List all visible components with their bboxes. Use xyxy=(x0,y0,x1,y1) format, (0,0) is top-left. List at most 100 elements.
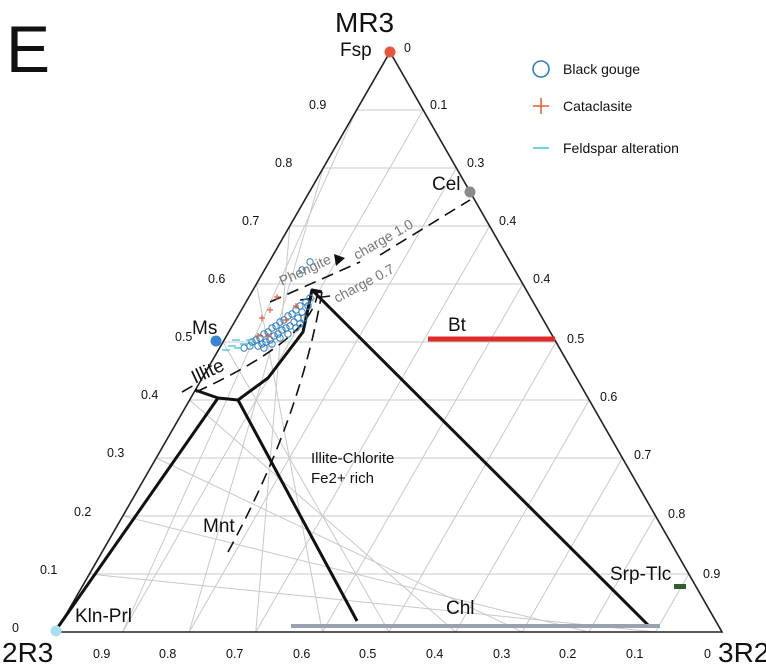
label-cel: Cel xyxy=(432,174,461,195)
grid-line xyxy=(255,225,491,633)
grid-line xyxy=(455,399,590,633)
black-gouge-point xyxy=(248,338,256,346)
black-gouge-point xyxy=(272,322,280,330)
black-gouge-point xyxy=(266,336,274,344)
label-illite-chlorite: Illite-Chlorite xyxy=(311,450,394,467)
serpentine-talc-marker xyxy=(674,584,686,589)
phengite-arrow-dashes xyxy=(269,261,361,303)
tick-right-4: 0.4 xyxy=(533,272,550,286)
tick-bottom-4: 0.5 xyxy=(359,647,376,661)
legend-label-black-gouge: Black gouge xyxy=(563,61,640,77)
black-gouge-point xyxy=(292,324,300,332)
black-gouge-point xyxy=(288,310,296,318)
black-gouge-point xyxy=(286,322,294,330)
black-gouge-point xyxy=(298,308,306,316)
chlorite-upper-boundary xyxy=(310,288,650,627)
vertex-label-top: MR3 xyxy=(335,7,394,38)
black-gouge-point xyxy=(258,340,266,348)
legend-label-feldspar-alteration: Feldspar alteration xyxy=(563,140,679,156)
vertex-label-right: 3R2 xyxy=(718,637,766,668)
black-gouge-point xyxy=(300,314,308,322)
tick-right-7: 0.7 xyxy=(634,448,651,462)
illite-lower-dashed xyxy=(181,383,197,393)
tick-right-8: 0.8 xyxy=(668,507,685,521)
legend-label-cataclasite: Cataclasite xyxy=(563,98,632,114)
tick-bottom-7: 0.2 xyxy=(559,647,576,661)
tick-right-5: 0.5 xyxy=(567,332,584,346)
tick-left-4: 0.4 xyxy=(141,388,158,402)
muscovite-point xyxy=(210,335,222,347)
field-boundaries xyxy=(54,288,650,631)
black-gouge-point xyxy=(306,258,314,266)
kaolinite-point xyxy=(50,625,62,637)
legend-circle-icon xyxy=(532,60,550,78)
grid-line xyxy=(122,515,589,633)
black-gouge-point xyxy=(276,334,284,342)
label-charge-07: charge 0.7 xyxy=(331,260,397,305)
black-gouge-point xyxy=(282,324,290,332)
tick-bottom-1: 0.8 xyxy=(159,647,176,661)
tick-right-0: 0 xyxy=(404,41,411,55)
black-gouge-point xyxy=(290,318,298,326)
grid-line xyxy=(521,457,623,633)
black-gouge-point xyxy=(298,266,306,274)
phengite-arrow-head xyxy=(334,254,345,266)
tick-bottom-3: 0.6 xyxy=(293,647,310,661)
black-gouge-point xyxy=(268,324,276,332)
grid-line xyxy=(388,341,557,633)
tick-left-5: 0.5 xyxy=(175,330,192,344)
tick-right-9: 0.9 xyxy=(703,567,720,581)
charge-10-dashes xyxy=(379,199,471,256)
black-gouge-point xyxy=(254,342,262,350)
tick-left-3: 0.3 xyxy=(107,446,124,460)
triangle-outline xyxy=(54,50,724,633)
grid-line xyxy=(222,341,390,633)
vertex-label-left: 2R3 xyxy=(2,637,53,668)
tick-right-1: 0.1 xyxy=(430,98,447,112)
label-ms: Ms xyxy=(192,318,217,339)
grid-line xyxy=(588,515,657,633)
tick-left-6: 0.6 xyxy=(208,272,225,286)
black-gouge-point xyxy=(296,320,304,328)
legend: Black gouge Cataclasite Feldspar alterat… xyxy=(532,60,679,156)
black-gouge-point xyxy=(268,340,276,348)
montmorillonite-chlorite-boundary xyxy=(236,399,359,622)
tick-right-6: 0.6 xyxy=(600,390,617,404)
black-gouge-point xyxy=(306,294,314,302)
cataclasite-point xyxy=(255,333,261,339)
tick-bottom-9: 0 xyxy=(704,647,711,661)
celadonite-point xyxy=(464,186,476,198)
tick-left-2: 0.2 xyxy=(74,505,91,519)
illite-upper-dashed xyxy=(195,287,319,393)
label-bt: Bt xyxy=(448,315,467,336)
label-srp-tlc: Srp-Tlc xyxy=(610,564,671,585)
cataclasite-point xyxy=(283,317,289,323)
label-phengite: Phengite xyxy=(277,251,334,289)
grid-line xyxy=(654,573,690,633)
black-gouge-point xyxy=(260,344,268,352)
tick-bottom-2: 0.7 xyxy=(226,647,243,661)
grid-line xyxy=(189,399,456,633)
label-mnt: Mnt xyxy=(203,516,235,537)
mnt-dashed-line xyxy=(227,291,323,553)
label-chl: Chl xyxy=(446,598,475,619)
panel-letter: E xyxy=(6,12,50,86)
tick-left-1: 0.1 xyxy=(40,563,57,577)
legend-plus-icon xyxy=(533,98,549,114)
black-gouge-point xyxy=(304,302,312,310)
tick-bottom-8: 0.1 xyxy=(626,647,643,661)
tick-left-9: 0.9 xyxy=(309,98,326,112)
label-illite: Illite xyxy=(188,355,228,388)
black-gouge-point xyxy=(284,330,292,338)
cataclasite-point xyxy=(259,315,265,321)
tick-left-0: 0 xyxy=(12,621,19,635)
label-kln-prl: Kln-Prl xyxy=(75,606,132,627)
sample-points xyxy=(222,258,314,352)
cataclasite-point xyxy=(265,333,271,339)
label-fe2-rich: Fe2+ rich xyxy=(311,470,374,487)
tick-right-2: 0.3 xyxy=(467,156,484,170)
black-gouge-point xyxy=(260,330,268,338)
tick-bottom-5: 0.4 xyxy=(426,647,443,661)
cataclasite-point xyxy=(293,303,299,309)
